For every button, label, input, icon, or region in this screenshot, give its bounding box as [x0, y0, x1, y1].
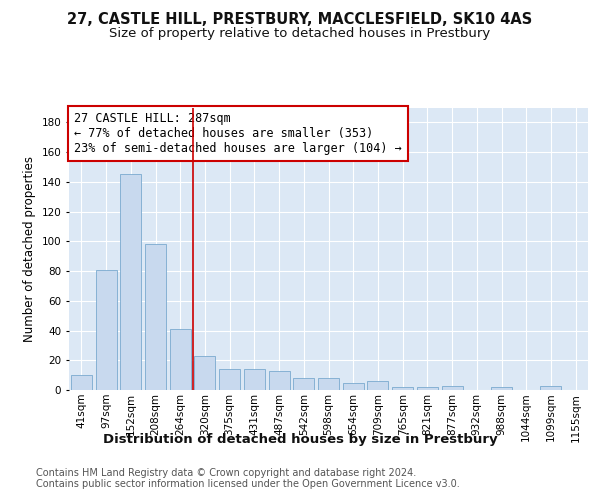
Bar: [244, 369, 265, 390]
Text: Size of property relative to detached houses in Prestbury: Size of property relative to detached ho…: [109, 28, 491, 40]
Bar: [417, 387, 438, 390]
Bar: [367, 381, 388, 390]
Y-axis label: Number of detached properties: Number of detached properties: [23, 156, 36, 342]
Bar: [71, 375, 92, 390]
Bar: [170, 329, 191, 390]
Text: 27 CASTLE HILL: 287sqm
← 77% of detached houses are smaller (353)
23% of semi-de: 27 CASTLE HILL: 287sqm ← 77% of detached…: [74, 112, 402, 154]
Bar: [293, 378, 314, 390]
Bar: [145, 244, 166, 390]
Bar: [343, 382, 364, 390]
Bar: [269, 370, 290, 390]
Bar: [219, 369, 240, 390]
Bar: [120, 174, 141, 390]
Bar: [95, 270, 116, 390]
Text: 27, CASTLE HILL, PRESTBURY, MACCLESFIELD, SK10 4AS: 27, CASTLE HILL, PRESTBURY, MACCLESFIELD…: [67, 12, 533, 28]
Bar: [318, 378, 339, 390]
Text: Distribution of detached houses by size in Prestbury: Distribution of detached houses by size …: [103, 432, 497, 446]
Bar: [442, 386, 463, 390]
Bar: [541, 386, 562, 390]
Bar: [491, 387, 512, 390]
Bar: [194, 356, 215, 390]
Bar: [392, 387, 413, 390]
Text: Contains HM Land Registry data © Crown copyright and database right 2024.
Contai: Contains HM Land Registry data © Crown c…: [36, 468, 460, 489]
